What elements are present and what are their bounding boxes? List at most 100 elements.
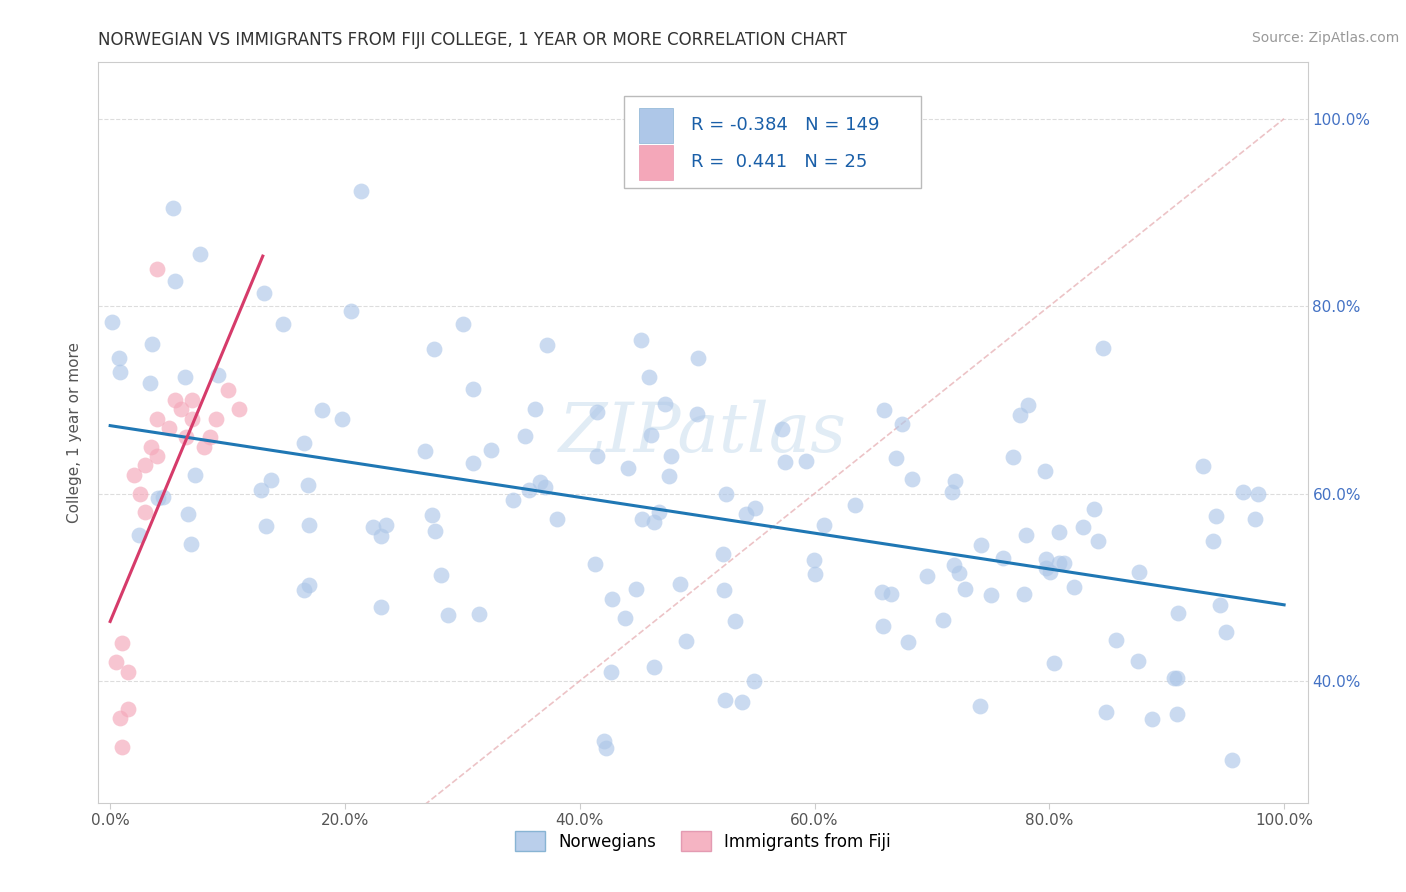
Point	[713, 582, 735, 597]
Point	[204, 411, 226, 425]
Point	[117, 665, 139, 679]
Point	[173, 370, 195, 384]
Text: R =  0.441   N = 25: R = 0.441 N = 25	[690, 153, 868, 171]
Point	[138, 376, 160, 391]
Point	[134, 458, 156, 473]
Point	[813, 517, 835, 532]
Point	[803, 553, 825, 567]
Point	[943, 558, 966, 572]
Point	[297, 478, 319, 492]
Point	[122, 467, 145, 482]
Point	[108, 365, 131, 379]
Point	[713, 693, 735, 707]
Point	[1105, 633, 1128, 648]
Point	[1047, 525, 1070, 540]
Point	[193, 440, 215, 454]
Point	[724, 615, 747, 629]
Point	[626, 582, 648, 596]
FancyBboxPatch shape	[624, 95, 921, 188]
Point	[991, 551, 1014, 566]
Point	[884, 450, 907, 465]
Point	[804, 566, 827, 581]
Point	[1163, 671, 1185, 685]
Point	[742, 674, 765, 689]
Point	[658, 469, 681, 483]
Point	[513, 429, 536, 443]
Text: NORWEGIAN VS IMMIGRANTS FROM FIJI COLLEGE, 1 YEAR OR MORE CORRELATION CHART: NORWEGIAN VS IMMIGRANTS FROM FIJI COLLEG…	[98, 31, 848, 49]
Point	[943, 474, 966, 488]
Point	[523, 401, 546, 416]
Point	[1035, 561, 1057, 575]
Point	[844, 498, 866, 512]
Point	[686, 407, 709, 421]
Point	[1095, 705, 1118, 719]
Point	[184, 468, 207, 483]
Point	[630, 334, 652, 348]
Legend: Norwegians, Immigrants from Fiji: Norwegians, Immigrants from Fiji	[508, 825, 898, 857]
Point	[1247, 487, 1270, 501]
Point	[731, 695, 754, 709]
Point	[146, 411, 169, 425]
Point	[176, 507, 198, 521]
Point	[198, 430, 221, 444]
Point	[128, 528, 150, 542]
Point	[1201, 534, 1223, 549]
Point	[529, 475, 551, 490]
Text: R = -0.384   N = 149: R = -0.384 N = 149	[690, 116, 879, 135]
Point	[1140, 712, 1163, 726]
Point	[1063, 580, 1085, 594]
Point	[256, 519, 278, 533]
Point	[128, 486, 150, 500]
Point	[1087, 534, 1109, 549]
Point	[1012, 586, 1035, 600]
Point	[339, 304, 361, 318]
Point	[1244, 512, 1267, 526]
Point	[292, 582, 315, 597]
Point	[640, 427, 662, 442]
Point	[1128, 565, 1150, 579]
Point	[1167, 607, 1189, 621]
Point	[1220, 753, 1243, 767]
Point	[872, 619, 894, 633]
Point	[370, 599, 392, 614]
Text: Source: ZipAtlas.com: Source: ZipAtlas.com	[1251, 31, 1399, 45]
Point	[744, 500, 766, 515]
Point	[648, 505, 671, 519]
Point	[134, 505, 156, 519]
Point	[146, 261, 169, 276]
Point	[1205, 508, 1227, 523]
Point	[141, 336, 163, 351]
Point	[260, 473, 283, 487]
Point	[461, 456, 484, 470]
Point	[970, 538, 993, 552]
Point	[1091, 341, 1114, 355]
Point	[1042, 657, 1064, 671]
Point	[298, 577, 321, 591]
Point	[146, 449, 169, 463]
Point	[375, 517, 398, 532]
Point	[330, 412, 353, 426]
Point	[1166, 707, 1188, 722]
Point	[980, 588, 1002, 602]
Point	[163, 392, 186, 407]
Point	[643, 515, 665, 529]
Point	[1083, 502, 1105, 516]
Point	[638, 369, 661, 384]
Point	[1001, 450, 1024, 464]
Point	[1192, 458, 1215, 473]
Point	[917, 569, 939, 583]
Y-axis label: College, 1 year or more: College, 1 year or more	[67, 343, 83, 523]
Point	[429, 568, 451, 582]
Point	[1053, 556, 1076, 570]
Point	[271, 318, 294, 332]
Point	[176, 430, 198, 444]
Point	[1047, 556, 1070, 570]
Point	[111, 739, 134, 754]
Point	[117, 702, 139, 716]
Point	[770, 422, 793, 436]
Point	[600, 592, 623, 607]
Point	[311, 403, 333, 417]
FancyBboxPatch shape	[638, 108, 673, 143]
Point	[162, 201, 184, 215]
Point	[659, 449, 682, 463]
